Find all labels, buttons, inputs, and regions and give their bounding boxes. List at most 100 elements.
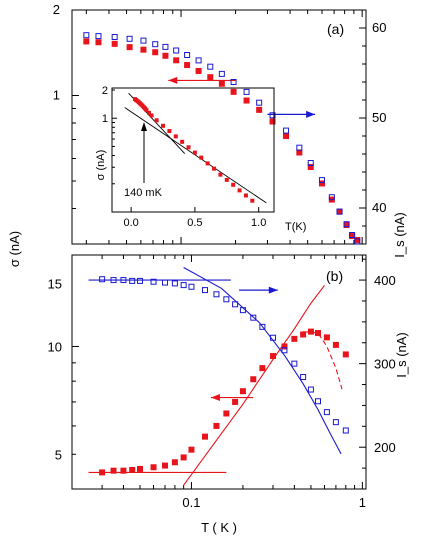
data-point-0 — [323, 334, 330, 341]
data-point-1 — [137, 277, 144, 284]
data-point-1 — [99, 276, 106, 283]
data-point-0 — [213, 422, 220, 429]
data-point-0 — [354, 236, 361, 243]
data-point-0 — [291, 335, 298, 342]
data-point-0 — [184, 62, 191, 69]
data-point-1 — [315, 398, 322, 405]
data-point-0 — [239, 388, 246, 395]
inset-data-point — [250, 198, 255, 203]
inset-data-point — [237, 188, 242, 193]
data-point-1 — [201, 287, 208, 294]
data-point-1 — [223, 296, 230, 303]
data-point-0 — [171, 459, 178, 466]
data-point-1 — [184, 52, 191, 58]
data-point-0 — [140, 46, 147, 53]
data-point-1 — [336, 208, 343, 215]
data-point-0 — [126, 44, 133, 51]
data-point-1 — [256, 99, 263, 106]
inset-data-point — [224, 177, 229, 182]
data-point-0 — [218, 80, 225, 87]
inset-x-tick-label: 1.0 — [251, 217, 266, 229]
inset-data-point — [231, 182, 236, 187]
data-point-0 — [336, 208, 343, 215]
data-point-1 — [126, 35, 133, 42]
data-point-0 — [162, 52, 169, 59]
data-point-1 — [129, 277, 136, 284]
data-point-1 — [243, 88, 250, 95]
panel-b-label: (b) — [326, 268, 343, 284]
inset-data-point — [199, 155, 204, 160]
panel-a-inset: 0.0 0.5 1.0 1 2 T(K) σ (nA) 140 mK — [95, 85, 306, 233]
data-point-1 — [269, 112, 276, 119]
data-point-0 — [152, 49, 159, 56]
y-right-tick-label: 200 — [374, 440, 396, 455]
series-arrow-0-head — [168, 76, 178, 84]
data-point-0 — [307, 164, 314, 171]
data-point-1 — [207, 63, 214, 70]
data-point-0 — [270, 353, 277, 360]
data-point-0 — [223, 410, 230, 417]
data-point-1 — [328, 194, 335, 201]
data-point-0 — [83, 38, 90, 45]
data-point-0 — [349, 233, 356, 240]
data-point-1 — [213, 291, 220, 298]
panel-b-right-axis-label: I_s (nA) — [394, 332, 409, 378]
series-arrow-1-head — [306, 110, 316, 118]
inset-data-point — [154, 118, 159, 123]
data-point-1 — [291, 360, 298, 367]
data-point-0 — [120, 467, 127, 474]
data-point-1 — [239, 307, 246, 314]
data-point-0 — [307, 328, 314, 335]
left-axis-label: σ (nA) — [7, 231, 22, 267]
inset-data-point — [146, 110, 151, 115]
panel-b-data — [99, 276, 349, 476]
inset-y-tick-label: 1 — [102, 113, 108, 125]
inset-y-tick-label: 2 — [102, 85, 108, 97]
data-point-0 — [201, 433, 208, 440]
y-left-tick-label: 15 — [48, 276, 62, 291]
x-tick-label: 0.1 — [182, 495, 200, 510]
fit-line-4 — [183, 267, 342, 455]
inset-x-tick-label: 0.5 — [187, 217, 202, 229]
data-point-1 — [332, 419, 339, 426]
inset-data-point — [180, 139, 185, 144]
inset-data — [132, 97, 255, 203]
data-point-0 — [259, 365, 266, 372]
data-point-1 — [283, 127, 290, 134]
data-point-0 — [161, 462, 168, 469]
y-right-tick-label: 50 — [372, 110, 386, 125]
inset-data-point — [144, 108, 149, 113]
inset-data-point — [192, 150, 197, 155]
data-point-0 — [318, 180, 325, 187]
data-point-0 — [300, 331, 307, 338]
inset-data-point — [173, 134, 178, 139]
data-point-1 — [110, 277, 117, 284]
data-point-1 — [120, 277, 127, 284]
data-point-0 — [283, 133, 290, 140]
data-point-1 — [83, 32, 90, 39]
y-right-tick-label: 300 — [374, 357, 396, 372]
data-point-1 — [171, 280, 178, 287]
panel-a-right-axis-label: I_s (nA) — [392, 212, 407, 258]
data-point-1 — [318, 177, 325, 184]
data-point-0 — [195, 67, 202, 74]
data-point-1 — [152, 41, 159, 48]
data-point-0 — [343, 221, 350, 228]
data-point-1 — [173, 47, 180, 54]
y-left-tick-label: 2 — [53, 2, 60, 17]
data-point-0 — [342, 351, 349, 358]
data-point-1 — [218, 70, 225, 77]
panel-a-frame — [71, 9, 367, 245]
data-point-1 — [150, 278, 157, 285]
data-point-1 — [195, 57, 202, 64]
data-point-0 — [137, 465, 144, 472]
panel-b-frame — [71, 254, 367, 490]
data-point-1 — [307, 386, 314, 393]
data-point-1 — [300, 374, 307, 381]
data-point-0 — [230, 88, 237, 95]
inset-data-point — [218, 172, 223, 177]
data-point-1 — [343, 221, 350, 228]
